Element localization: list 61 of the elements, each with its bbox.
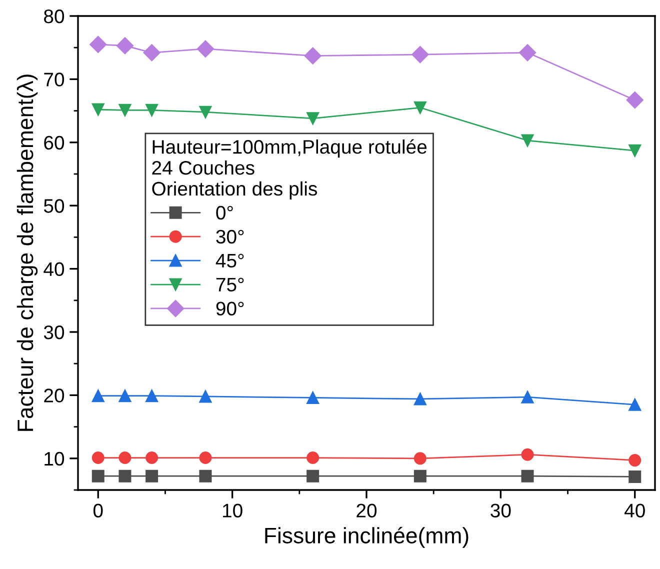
y-tick-label: 50 [44, 199, 64, 213]
point [521, 470, 534, 482]
point [118, 390, 132, 402]
point [628, 144, 642, 157]
point [306, 452, 320, 464]
legend-label: 45° [216, 254, 244, 268]
point [92, 452, 104, 464]
point [306, 112, 320, 125]
point [414, 392, 426, 406]
point [626, 92, 644, 109]
point [92, 103, 104, 116]
point [414, 101, 426, 114]
point [628, 470, 642, 483]
legend-title: Hauteur=100mm,Plaque rotulée 24 Couches Orientation des plis [152, 139, 427, 200]
point [628, 454, 642, 467]
point [146, 390, 158, 402]
point [90, 36, 107, 53]
y-tick-label: 40 [44, 262, 64, 276]
point [521, 390, 534, 404]
legend-label: 30° [216, 230, 244, 244]
point [628, 398, 642, 411]
point [146, 470, 158, 482]
x-tick-label: 20 [356, 504, 377, 518]
point [412, 46, 429, 64]
point [118, 452, 132, 464]
legend-label: 75° [216, 278, 244, 292]
x-tick-label: 10 [222, 504, 242, 518]
point [116, 37, 134, 54]
legend-label: 90° [216, 302, 244, 316]
legend-label: 0° [216, 206, 233, 220]
point [518, 44, 536, 62]
point [92, 390, 104, 402]
point [143, 44, 160, 62]
point [118, 104, 132, 116]
point [199, 470, 212, 482]
y-tick-label: 60 [44, 136, 64, 150]
point [304, 47, 322, 64]
x-tick-label: 30 [490, 504, 511, 518]
point [521, 448, 534, 461]
x-axis-title: Fissure inclinée(mm) [265, 526, 468, 548]
x-tick-label: 0 [93, 504, 103, 518]
x-tick-label: 40 [624, 504, 645, 518]
point [196, 40, 214, 58]
point [199, 106, 212, 118]
y-tick-label: 70 [44, 72, 64, 86]
point [414, 452, 426, 465]
point [306, 470, 320, 482]
y-tick-label: 10 [44, 452, 64, 466]
y-axis-title: Facteur de charge de flambement(λ) [16, 74, 38, 431]
point [199, 390, 212, 403]
point [199, 452, 212, 464]
point [306, 391, 320, 404]
y-tick-label: 80 [44, 9, 64, 24]
point [118, 470, 132, 482]
point [521, 134, 534, 147]
point [146, 104, 158, 116]
y-tick-label: 20 [44, 388, 64, 402]
y-tick-label: 30 [44, 325, 64, 340]
point [92, 470, 104, 482]
point [146, 452, 158, 464]
point [414, 470, 426, 482]
